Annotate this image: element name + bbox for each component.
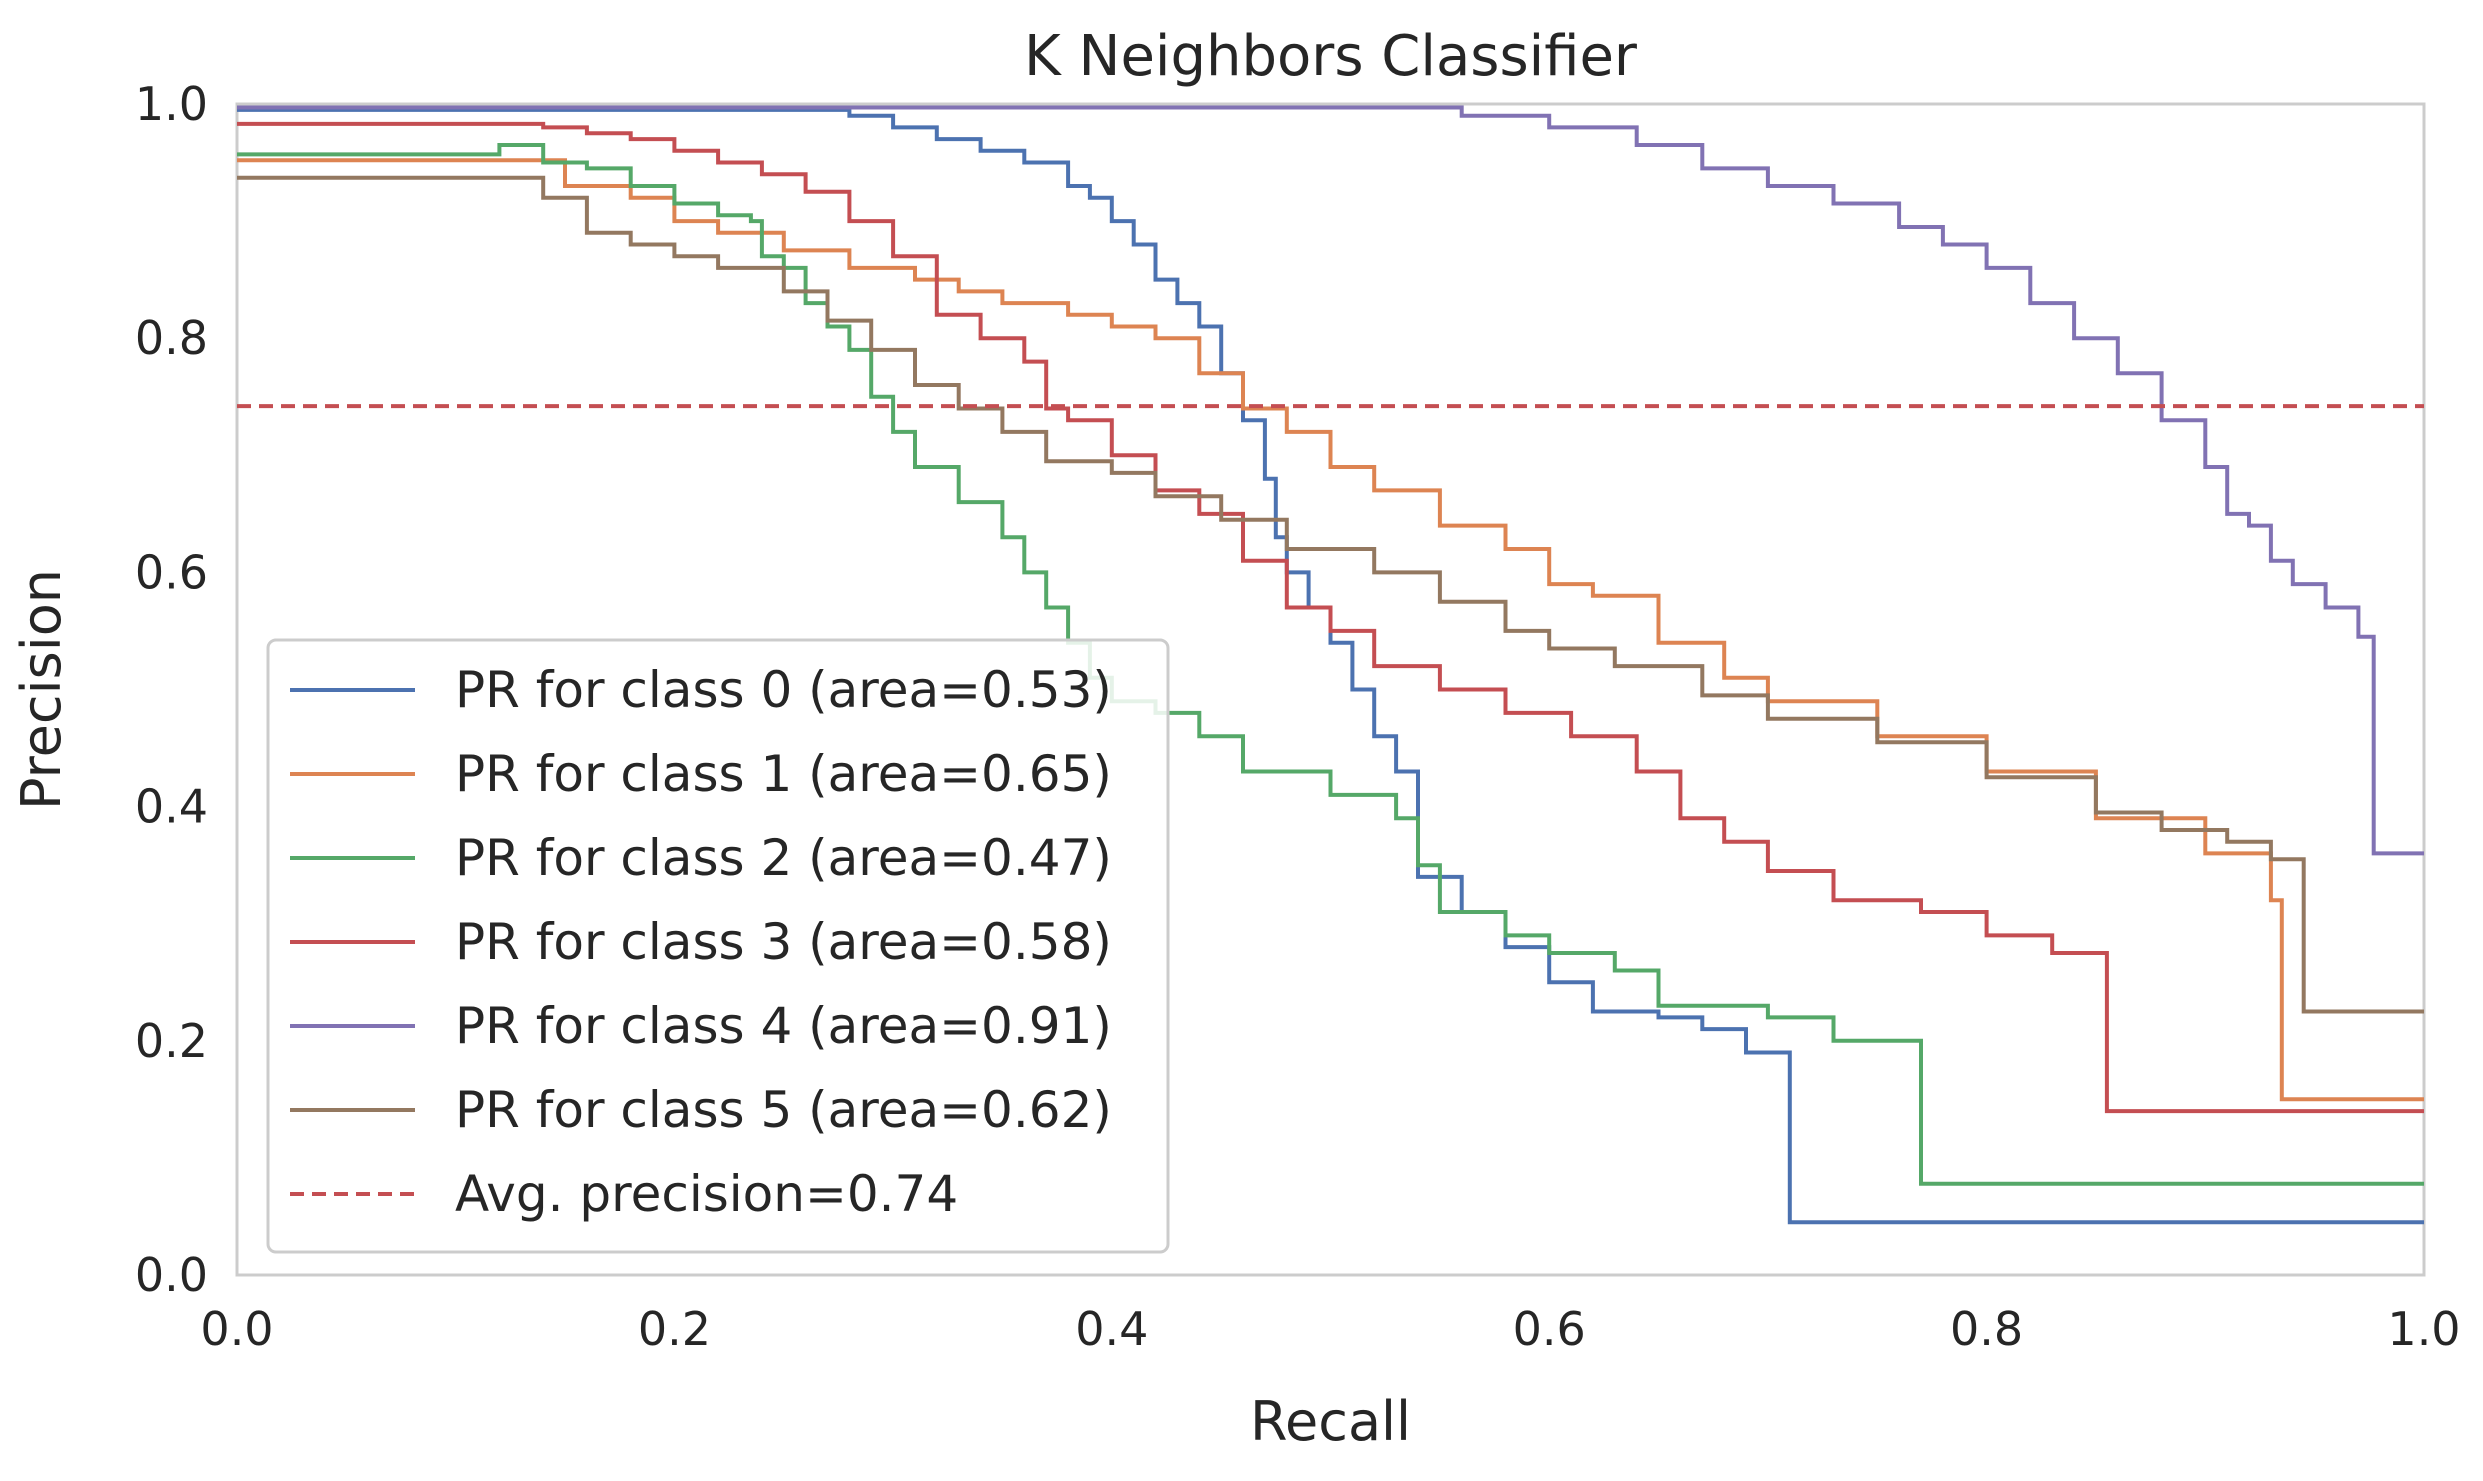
x-tick-label: 0.6 bbox=[1513, 1302, 1586, 1356]
y-axis-label: Precision bbox=[10, 569, 73, 810]
series-line-class-5 bbox=[237, 175, 2424, 1014]
legend-entry-label: PR for class 5 (area=0.62) bbox=[455, 1081, 1112, 1139]
x-tick-label: 0.8 bbox=[1950, 1302, 2023, 1356]
legend-entry-label: PR for class 0 (area=0.53) bbox=[455, 661, 1112, 719]
y-axis-ticks: 0.0 0.2 0.4 0.6 0.8 1.0 bbox=[135, 77, 208, 1302]
legend: PR for class 0 (area=0.53) PR for class 1… bbox=[266, 638, 1170, 1254]
y-tick-label: 0.8 bbox=[135, 311, 208, 365]
x-axis-label: Recall bbox=[1250, 1390, 1411, 1453]
legend-entry-label: Avg. precision=0.74 bbox=[455, 1165, 958, 1223]
series-line-class-0 bbox=[237, 107, 2424, 1225]
y-tick-label: 0.2 bbox=[135, 1014, 208, 1068]
y-tick-label: 0.4 bbox=[135, 780, 208, 834]
legend-box bbox=[266, 638, 1170, 1254]
x-axis-ticks: 0.0 0.2 0.4 0.6 0.8 1.0 bbox=[200, 1302, 2460, 1356]
x-tick-label: 0.0 bbox=[200, 1302, 273, 1356]
series-line-class-4 bbox=[237, 105, 2424, 856]
legend-entry-label: PR for class 4 (area=0.91) bbox=[455, 997, 1112, 1055]
series-line-class-2 bbox=[237, 143, 2424, 1186]
series-line-class-1 bbox=[237, 158, 2424, 1102]
y-tick-label: 1.0 bbox=[135, 77, 208, 131]
x-tick-label: 0.2 bbox=[638, 1302, 711, 1356]
legend-entry-label: PR for class 2 (area=0.47) bbox=[455, 829, 1112, 887]
legend-entry-label: PR for class 3 (area=0.58) bbox=[455, 913, 1112, 971]
x-tick-label: 0.4 bbox=[1075, 1302, 1148, 1356]
x-tick-label: 1.0 bbox=[2387, 1302, 2460, 1356]
y-tick-label: 0.6 bbox=[135, 545, 208, 599]
series-lines bbox=[237, 105, 2424, 1225]
chart-title: K Neighbors Classifier bbox=[1024, 24, 1638, 89]
series-line-class-3 bbox=[237, 121, 2424, 1114]
legend-entry-label: PR for class 1 (area=0.65) bbox=[455, 745, 1112, 803]
y-tick-label: 0.0 bbox=[135, 1248, 208, 1302]
